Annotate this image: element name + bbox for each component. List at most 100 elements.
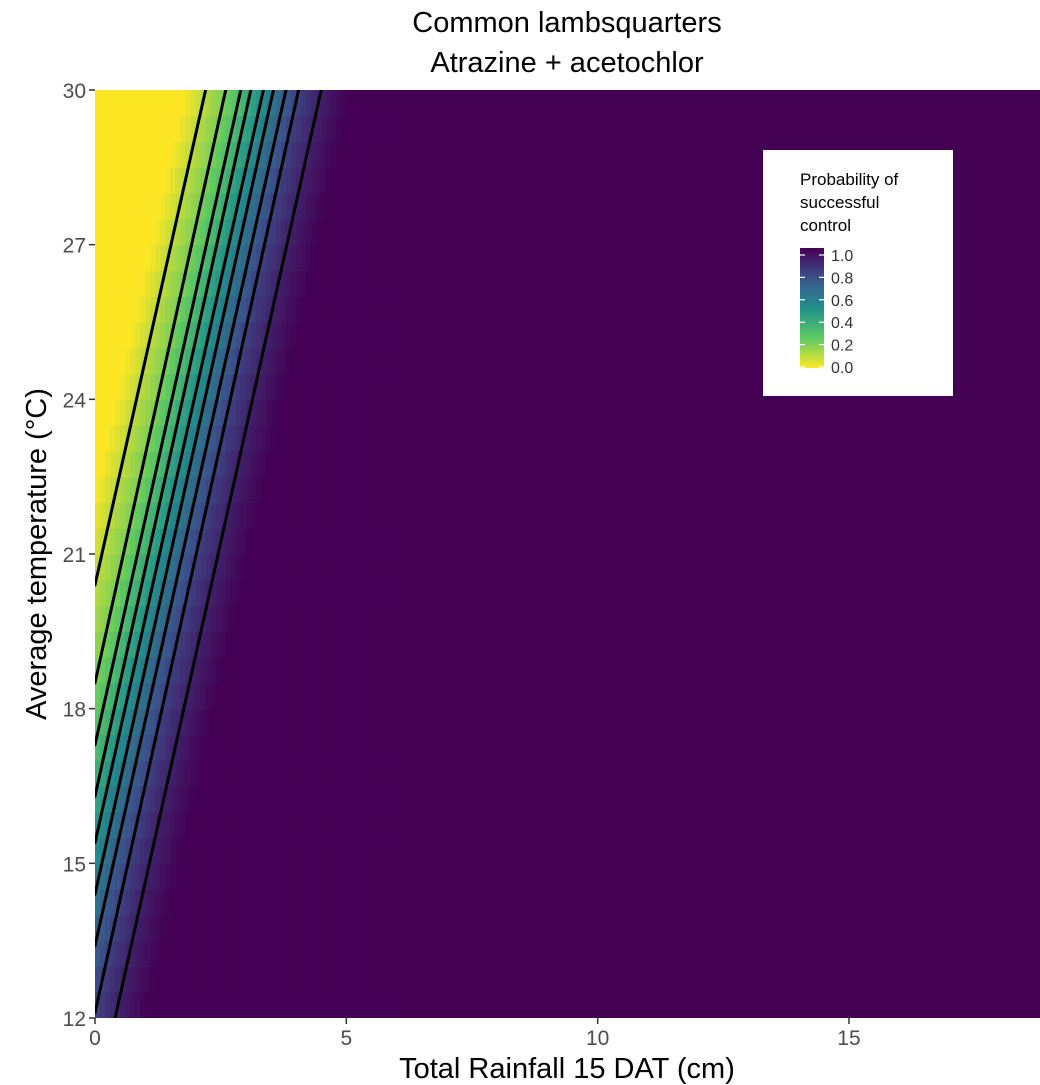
heatmap-cell (245, 889, 252, 916)
heatmap-cell (376, 296, 383, 323)
heatmap-cell (195, 476, 202, 504)
heatmap-cell (316, 914, 322, 942)
heatmap-cell (205, 837, 212, 864)
heatmap-cell (105, 193, 111, 220)
heatmap-cell (270, 141, 277, 168)
heatmap-cell (195, 244, 202, 272)
heatmap-cell (245, 863, 252, 890)
heatmap-cell (230, 631, 237, 658)
heatmap-cell (235, 605, 242, 632)
heatmap-cell (291, 579, 297, 607)
heatmap-cell (160, 244, 166, 272)
heatmap-cell (220, 244, 227, 272)
heatmap-cell (230, 889, 237, 916)
heatmap-cell (291, 450, 297, 478)
heatmap-cell (235, 167, 242, 194)
heatmap-cell (366, 399, 373, 426)
heatmap-cell (115, 244, 121, 272)
heatmap-cell (170, 141, 177, 168)
heatmap-cell (210, 760, 217, 787)
contour-line (95, 90, 243, 747)
heatmap-cell (165, 115, 171, 143)
heatmap-cell (260, 141, 267, 168)
heatmap-cell (265, 811, 272, 839)
heatmap-cell (145, 605, 151, 632)
heatmap-cell (306, 502, 312, 529)
heatmap-cell (250, 528, 257, 555)
heatmap-cell (210, 373, 217, 400)
heatmap-cell (135, 914, 141, 942)
heatmap-cell (351, 992, 357, 1018)
heatmap-cell (185, 476, 192, 504)
heatmap-cell (110, 734, 116, 761)
heatmap-cell (140, 657, 146, 684)
heatmap-cell (386, 811, 393, 839)
heatmap-cell (195, 940, 202, 968)
heatmap-cell (255, 811, 262, 839)
heatmap-cell (210, 554, 217, 581)
heatmap-cell (200, 167, 207, 194)
heatmap-cell (150, 322, 156, 349)
heatmap-cell (351, 90, 357, 117)
heatmap-cell (386, 657, 393, 684)
heatmap-cell (275, 708, 282, 736)
heatmap-cell (341, 399, 347, 426)
heatmap-cell (356, 450, 363, 478)
heatmap-cell (165, 373, 171, 400)
heatmap-cell (230, 399, 237, 426)
heatmap-cell (306, 811, 312, 839)
heatmap-cell (225, 476, 232, 504)
heatmap-cell (346, 631, 352, 658)
heatmap-cell (291, 837, 297, 864)
heatmap-cell (371, 914, 378, 942)
heatmap-cell (130, 682, 136, 710)
heatmap-cell (291, 141, 297, 168)
heatmap-cell (210, 502, 217, 529)
heatmap-cell (115, 322, 121, 349)
heatmap-cell (120, 399, 126, 426)
heatmap-cell (291, 734, 297, 761)
heatmap-cell (351, 322, 357, 349)
heatmap-cell (356, 90, 363, 117)
heatmap-cell (260, 193, 267, 220)
heatmap-cell (280, 811, 287, 839)
heatmap-cell (321, 296, 327, 323)
heatmap-cell (386, 115, 393, 143)
heatmap-cell (215, 708, 222, 736)
heatmap-cell (255, 347, 262, 375)
heatmap-cell (100, 193, 106, 220)
heatmap-cell (265, 322, 272, 349)
y-tick-label: 30 (63, 80, 86, 103)
heatmap-cell (260, 579, 267, 607)
heatmap-cell (381, 811, 388, 839)
heatmap-cell (230, 914, 237, 942)
heatmap-cell (180, 966, 187, 993)
heatmap-cell (185, 115, 192, 143)
heatmap-cell (170, 270, 177, 297)
heatmap-cell (255, 90, 262, 117)
heatmap-cell (260, 373, 267, 400)
heatmap-cell (361, 992, 368, 1018)
heatmap-cell (240, 631, 247, 658)
heatmap-cell (210, 167, 217, 194)
heatmap-cell (230, 605, 237, 632)
heatmap-cell (346, 811, 352, 839)
heatmap-cell (245, 734, 252, 761)
heatmap-cell (336, 476, 342, 504)
heatmap-cell (286, 476, 292, 504)
heatmap-cell (175, 141, 182, 168)
heatmap-cell (311, 889, 317, 916)
heatmap-cell (215, 244, 222, 272)
heatmap-cell (205, 966, 212, 993)
heatmap-cell (291, 425, 297, 452)
heatmap-cell (160, 966, 166, 993)
heatmap-cell (356, 605, 363, 632)
heatmap-cell (301, 940, 307, 968)
heatmap-cell (245, 322, 252, 349)
heatmap-cell (115, 579, 121, 607)
heatmap-cell (326, 167, 332, 194)
heatmap-cell (110, 786, 116, 813)
heatmap-cell (376, 631, 383, 658)
heatmap-cell (275, 399, 282, 426)
heatmap-cell (130, 141, 136, 168)
